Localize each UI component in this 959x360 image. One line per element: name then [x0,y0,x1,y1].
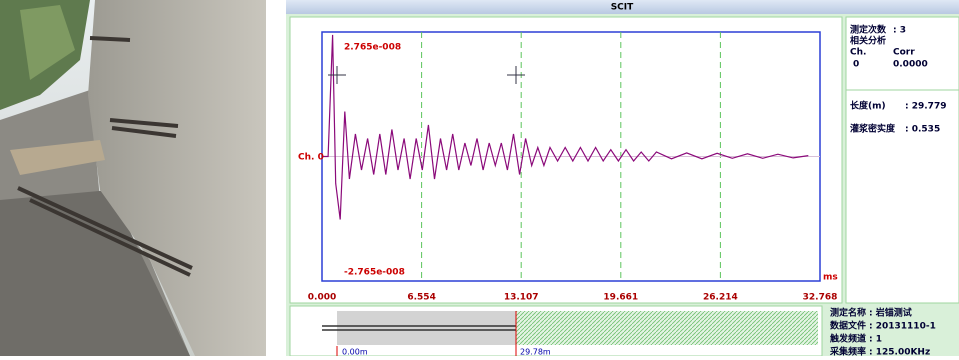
corr-header: Ch. [850,48,866,58]
result-label: 长度(m) [850,100,886,112]
meta-value: : 125.00KHz [869,348,930,357]
end-label: 29.78m [520,348,551,357]
corr-cell: 0.0000 [893,60,928,70]
probe-bar [337,311,516,345]
result-value: : 0.535 [905,125,940,135]
window-title: SCIT [611,3,634,13]
info-label: 测定次数 [850,24,887,36]
x-tick-label: 19.661 [603,293,638,303]
y-tick-label: -2.765e-008 [344,268,405,278]
result-label: 灌浆密实度 [850,123,896,135]
corr-title: 相关分析 [850,35,886,47]
meta-value: : 岩锚测试 [869,307,912,319]
meta-label: 数据文件 [830,320,866,332]
screen: SCIT 0.00m 29.78m Ch. 0 ms 测定次数: 3相关分析Ch… [0,0,959,356]
channel-label: Ch. 0 [298,153,324,163]
x-tick-label: 6.554 [407,293,435,303]
meta-value: : 20131110-1 [869,322,936,332]
corr-header: Corr [893,48,915,58]
x-tick-label: 0.000 [308,293,336,303]
meta-label: 触发频道 [829,333,866,345]
meta-label: 测定名称 [830,307,866,319]
result-value: : 29.779 [905,102,946,112]
x-tick-label: 26.214 [703,293,738,303]
corr-cell: 0 [853,60,859,70]
meta-label: 采集频率 [829,346,866,357]
y-tick-label: 2.765e-008 [344,43,401,53]
x-tick-label: 32.768 [803,293,838,303]
chart-frame [290,17,842,303]
x-tick-label: 13.107 [504,293,539,303]
site-photo [0,0,286,356]
meta-value: : 1 [869,335,882,345]
probe-hatch [516,311,818,345]
x-unit: ms [823,273,838,283]
start-label: 0.00m [342,348,368,357]
info-value: : 3 [893,26,906,36]
